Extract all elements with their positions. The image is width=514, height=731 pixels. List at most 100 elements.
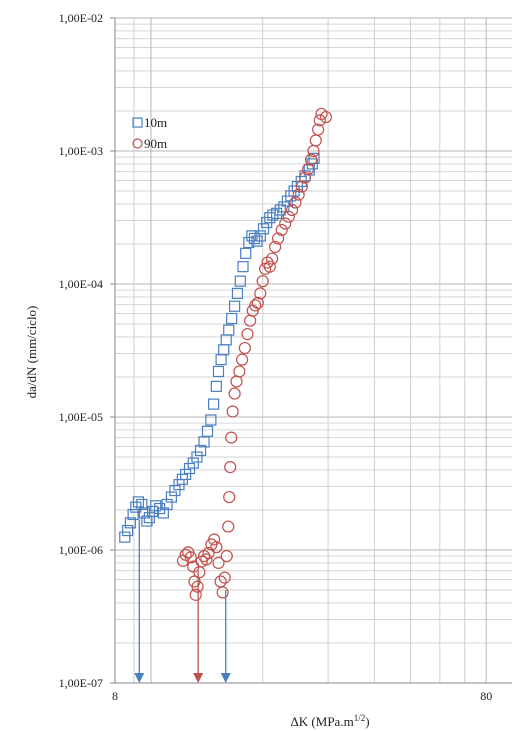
marker-90m — [208, 533, 221, 546]
marker-90m — [271, 232, 285, 245]
marker-10m — [132, 496, 145, 508]
marker-90m — [275, 223, 288, 237]
marker-10m — [121, 524, 134, 537]
marker-90m — [210, 541, 223, 554]
legend-label-90m: 90m — [144, 136, 167, 151]
axes — [114, 18, 512, 684]
marker-90m — [304, 153, 318, 166]
y-tick-label: 1,00E-07 — [59, 676, 103, 690]
marker-90m — [251, 296, 264, 310]
legend-marker-90m — [132, 138, 143, 149]
marker-10m — [212, 365, 225, 378]
marker-90m — [256, 275, 269, 288]
x-axis-title-superscript: 1/2 — [354, 713, 366, 723]
marker-10m — [278, 201, 290, 213]
marker-90m — [202, 546, 215, 560]
y-tick-label: 1,00E-06 — [59, 543, 103, 557]
marker-10m — [191, 451, 203, 463]
marker-10m — [243, 236, 255, 249]
marker-10m — [127, 508, 139, 521]
legend: 10m 90m — [132, 115, 167, 151]
marker-10m — [229, 300, 241, 312]
y-tick-label: 1,00E-04 — [59, 277, 103, 291]
marker-10m — [150, 500, 162, 512]
marker-10m — [237, 261, 249, 273]
marker-90m — [212, 556, 225, 569]
marker-90m — [200, 553, 213, 566]
marker-10m — [254, 230, 266, 242]
marker-10m — [274, 204, 286, 216]
data-markers — [119, 107, 333, 601]
marker-10m — [226, 312, 238, 325]
marker-10m — [234, 275, 246, 287]
x-axis-title: ΔK (MPa.m1/2) — [290, 713, 369, 729]
marker-10m — [308, 152, 320, 164]
legend-label-10m: 10m — [144, 115, 167, 130]
marker-10m — [223, 324, 235, 336]
marker-10m — [194, 444, 207, 457]
marker-10m — [165, 491, 177, 503]
y-tick-label: 1,00E-05 — [59, 410, 103, 424]
arrow-head — [134, 673, 145, 683]
marker-10m — [180, 468, 192, 481]
marker-10m — [231, 287, 244, 299]
marker-10m — [141, 515, 153, 527]
marker-90m — [249, 299, 262, 312]
marker-90m — [241, 328, 254, 341]
threshold-arrows — [134, 519, 231, 683]
x-axis-title-main: ΔK (MPa.m — [290, 714, 353, 729]
y-tick-label: 1,00E-02 — [59, 11, 103, 25]
marker-10m — [257, 223, 270, 235]
marker-90m — [286, 203, 299, 217]
marker-90m — [319, 110, 333, 124]
marker-10m — [169, 484, 181, 497]
y-tick-labels: 1,00E-07 1,00E-06 1,00E-05 1,00E-04 1,00E-03… — [59, 11, 115, 690]
marker-90m — [298, 171, 312, 184]
y-axis-title: da/dN (mm/ciclo) — [24, 306, 39, 399]
x-tick-label: 8 — [112, 689, 118, 703]
marker-90m — [222, 520, 235, 533]
marker-10m — [124, 517, 136, 529]
marker-90m — [238, 341, 251, 355]
marker-90m — [218, 571, 231, 584]
marker-90m — [184, 551, 197, 564]
marker-10m — [201, 425, 214, 437]
x-tick-labels: 8 80 — [112, 689, 492, 703]
marker-10m — [248, 232, 261, 245]
marker-90m — [292, 188, 305, 201]
legend-marker-10m — [132, 117, 143, 128]
marker-10m — [146, 505, 159, 518]
marker-10m — [205, 414, 217, 426]
marker-90m — [226, 405, 239, 418]
marker-90m — [269, 240, 282, 254]
arrow-head — [220, 673, 231, 683]
marker-10m — [271, 207, 283, 219]
marker-10m — [240, 247, 252, 259]
marker-10m — [136, 498, 148, 511]
marker-90m — [312, 123, 325, 136]
marker-90m — [295, 180, 308, 193]
marker-90m — [233, 365, 246, 378]
arrow-head — [193, 673, 204, 683]
marker-10m — [208, 398, 220, 410]
marker-90m — [228, 387, 241, 400]
marker-90m — [263, 260, 276, 273]
marker-90m — [236, 353, 249, 366]
marker-10m — [161, 498, 173, 511]
marker-10m — [187, 457, 199, 469]
marker-90m — [225, 431, 238, 444]
marker-90m — [223, 490, 236, 504]
x-tick-label: 80 — [480, 689, 492, 703]
marker-90m — [224, 461, 237, 474]
marker-90m — [220, 549, 233, 563]
marker-90m — [189, 588, 202, 601]
y-tick-label: 1,00E-03 — [59, 144, 103, 158]
marker-90m — [254, 287, 267, 300]
marker-10m — [119, 531, 131, 543]
marker-90m — [313, 114, 326, 127]
grid — [115, 17, 512, 684]
marker-10m — [143, 512, 155, 524]
marker-90m — [282, 210, 295, 223]
